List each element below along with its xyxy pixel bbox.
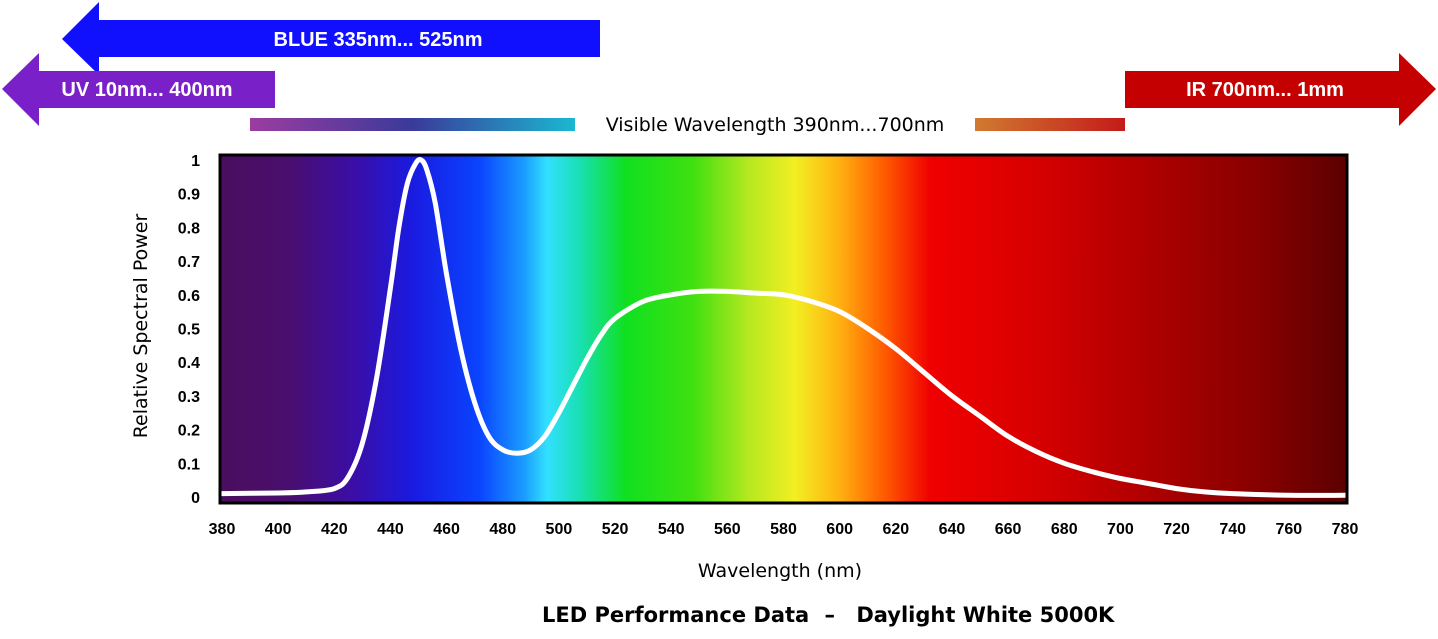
uv-band-label: UV 10nm... 400nm bbox=[61, 79, 232, 101]
y-tick-label: 0.4 bbox=[178, 355, 200, 372]
x-tick-label: 420 bbox=[321, 521, 348, 538]
y-tick-label: 0.9 bbox=[178, 187, 200, 204]
uv-arrow-shape bbox=[2, 53, 275, 126]
blue-arrow-shape bbox=[62, 2, 600, 75]
y-tick-label: 0.5 bbox=[178, 322, 200, 339]
visible-wavelength-bar: Visible Wavelength 390nm...700nm bbox=[250, 114, 1125, 136]
x-tick-label: 620 bbox=[882, 521, 909, 538]
x-tick-label: 600 bbox=[826, 521, 853, 538]
x-tick-label: 640 bbox=[939, 521, 966, 538]
y-tick-label: 0.2 bbox=[178, 423, 200, 440]
x-tick-label: 580 bbox=[770, 521, 797, 538]
x-tick-label: 680 bbox=[1051, 521, 1078, 538]
visible-wavelength-label: Visible Wavelength 390nm...700nm bbox=[606, 114, 945, 136]
x-tick-label: 780 bbox=[1332, 521, 1359, 538]
x-tick-label: 720 bbox=[1163, 521, 1190, 538]
x-tick-label: 700 bbox=[1107, 521, 1134, 538]
y-tick-label: 0.6 bbox=[178, 288, 200, 305]
plot-area bbox=[218, 153, 1349, 505]
y-tick-label: 0.8 bbox=[178, 220, 200, 237]
ir-band-label: IR 700nm... 1mm bbox=[1186, 79, 1344, 101]
x-tick-label: 760 bbox=[1275, 521, 1302, 538]
x-tick-label: 440 bbox=[377, 521, 404, 538]
footer-prefix: LED Performance Data bbox=[542, 603, 809, 627]
y-tick-label: 0 bbox=[191, 490, 200, 507]
plot-frame bbox=[218, 153, 1349, 505]
x-tick-label: 500 bbox=[546, 521, 573, 538]
visible-bar-left bbox=[250, 118, 575, 131]
blue-band-label: BLUE 335nm... 525nm bbox=[274, 29, 483, 51]
x-tick-label: 540 bbox=[658, 521, 685, 538]
x-tick-label: 660 bbox=[995, 521, 1022, 538]
ir-arrow-shape bbox=[1125, 53, 1436, 126]
spectral-power-line bbox=[219, 157, 1348, 498]
y-axis-label: Relative Spectral Power bbox=[130, 214, 152, 439]
footer-product: Daylight White 5000K bbox=[856, 603, 1115, 627]
x-tick-label: 480 bbox=[489, 521, 516, 538]
y-tick-label: 1 bbox=[191, 153, 200, 170]
visible-bar-right bbox=[975, 118, 1125, 131]
y-tick-labels: 0 0.1 0.2 0.3 0.4 0.5 0.6 0.7 0.8 0.9 1 bbox=[178, 153, 200, 507]
x-tick-label: 560 bbox=[714, 521, 741, 538]
x-axis-label: Wavelength (nm) bbox=[698, 560, 862, 582]
blue-band-arrow: BLUE 335nm... 525nm bbox=[62, 2, 600, 75]
uv-band-arrow: UV 10nm... 400nm bbox=[2, 53, 275, 126]
footer-dash: – bbox=[825, 603, 836, 627]
y-tick-label: 0.3 bbox=[178, 389, 200, 406]
x-tick-label: 520 bbox=[602, 521, 629, 538]
x-tick-label: 740 bbox=[1219, 521, 1246, 538]
x-tick-labels: 380 400 420 440 460 480 500 520 540 560 580 600 620 6… bbox=[209, 521, 1359, 538]
y-tick-label: 0.1 bbox=[178, 456, 200, 473]
x-tick-label: 380 bbox=[209, 521, 236, 538]
y-tick-label: 0.7 bbox=[178, 254, 200, 271]
chart-footer-title: LED Performance Data – Daylight White 50… bbox=[542, 603, 1115, 627]
x-tick-label: 400 bbox=[265, 521, 292, 538]
x-tick-label: 460 bbox=[433, 521, 460, 538]
ir-band-arrow: IR 700nm... 1mm bbox=[1125, 53, 1436, 126]
